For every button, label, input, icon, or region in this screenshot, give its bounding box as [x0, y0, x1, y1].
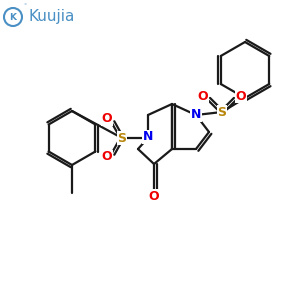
- Text: K: K: [10, 13, 16, 22]
- Text: N: N: [191, 109, 201, 122]
- Text: S: S: [118, 131, 127, 145]
- Text: °: °: [23, 3, 26, 8]
- Text: O: O: [198, 89, 208, 103]
- Text: O: O: [102, 151, 112, 164]
- Text: Kuujia: Kuujia: [29, 10, 75, 25]
- Text: S: S: [218, 106, 226, 118]
- Text: O: O: [102, 112, 112, 125]
- Text: N: N: [143, 130, 153, 143]
- Text: O: O: [149, 190, 159, 202]
- Text: O: O: [236, 89, 246, 103]
